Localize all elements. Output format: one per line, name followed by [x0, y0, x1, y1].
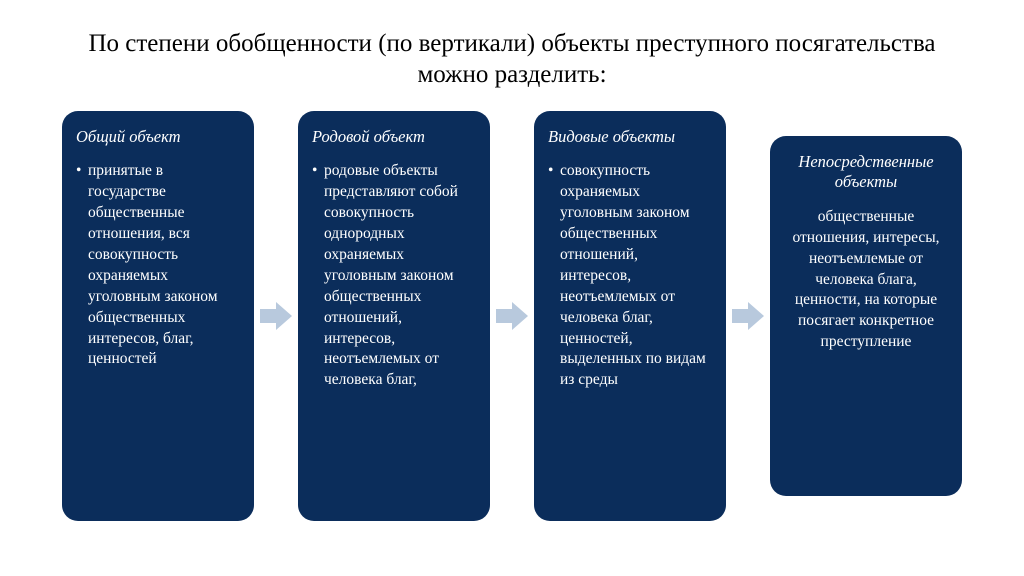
card-1-bullet: родовые объекты представляют собой совок…	[312, 161, 476, 391]
card-1: Родовой объект родовые объекты представл…	[298, 111, 490, 521]
arrow-right-icon	[258, 298, 294, 334]
card-3-title: Непосредственные объекты	[784, 152, 948, 193]
arrow-right-icon	[730, 298, 766, 334]
card-1-title: Родовой объект	[312, 127, 476, 148]
card-0-bullet: принятые в государстве общественные отно…	[76, 161, 240, 370]
card-2-bullet: совокупность охраняемых уголовным законо…	[548, 161, 712, 391]
arrow-1	[490, 298, 534, 334]
cards-row: Общий объект принятые в государстве обще…	[0, 111, 1024, 521]
card-1-body: родовые объекты представляют собой совок…	[312, 161, 476, 391]
card-3-body: общественные отношения, интересы, неотъе…	[784, 207, 948, 353]
arrow-2	[726, 298, 770, 334]
card-2-title: Видовые объекты	[548, 127, 712, 148]
page-title: По степени обобщенности (по вертикали) о…	[0, 0, 1024, 111]
card-2: Видовые объекты совокупность охраняемых …	[534, 111, 726, 521]
arrow-0	[254, 298, 298, 334]
card-0-title: Общий объект	[76, 127, 240, 148]
arrow-right-icon	[494, 298, 530, 334]
card-2-body: совокупность охраняемых уголовным законо…	[548, 161, 712, 391]
card-0-body: принятые в государстве общественные отно…	[76, 161, 240, 370]
card-0: Общий объект принятые в государстве обще…	[62, 111, 254, 521]
card-3: Непосредственные объекты общественные от…	[770, 136, 962, 496]
